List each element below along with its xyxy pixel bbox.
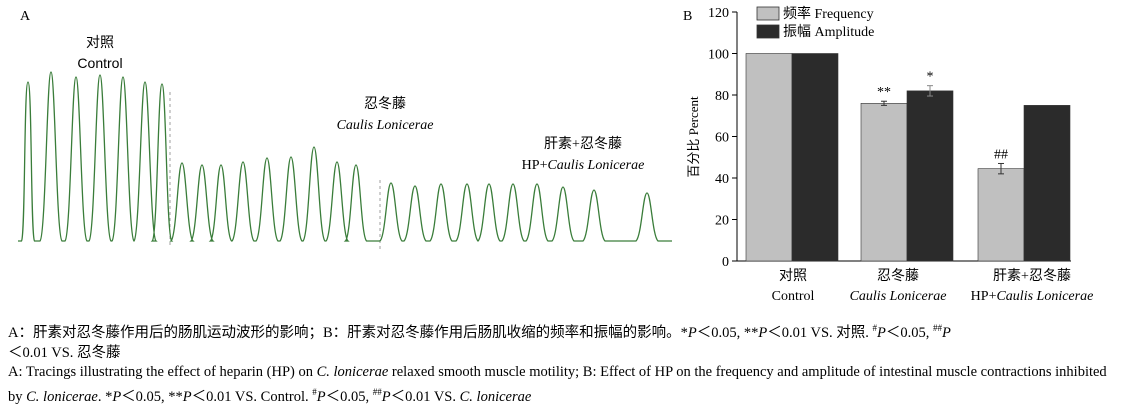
caption-cn-p: P (687, 324, 697, 341)
caption-cn-part: A：肝素对忍冬藤作用后的肠肌运动波形的影响；B：肝素对忍冬藤作用后肠肌收缩的频率… (8, 324, 688, 341)
x-label-control-en: Control (772, 289, 815, 304)
legend: 频率 Frequency 振幅 Amplitude (756, 5, 874, 40)
bar-amplitude (791, 53, 839, 262)
bar-amplitude (1023, 105, 1071, 262)
y-tick-label: 20 (715, 214, 729, 229)
segment-control-cn: 对照 (86, 35, 114, 51)
x-label-control-cn: 对照 (779, 268, 807, 284)
x-label-hp-en: HP+Caulis Lonicerae (971, 289, 1094, 304)
panel-a-label: A (20, 9, 31, 24)
caption-cn-p: P (942, 324, 951, 341)
caption-en-part: A: Tracings illustrating the effect of h… (8, 364, 317, 380)
y-tick-label: 40 (715, 172, 729, 187)
y-tick-label: 80 (715, 89, 729, 104)
segment-caulis-cn: 忍冬藤 (364, 96, 406, 112)
caption-en-part: ＜0.05, ** (121, 388, 183, 405)
caption-cn-hash: # (872, 323, 878, 333)
caption-en-part: ＜0.01 VS. Control. (191, 388, 313, 405)
caption-en-species: C. lonicerae (26, 388, 98, 405)
caption-en-p: P (316, 388, 326, 405)
x-label-hp-cn: 肝素+忍冬藤 (993, 268, 1071, 284)
bar-amplitude (906, 90, 954, 262)
bar-frequency (977, 168, 1025, 262)
figure: A 对照 Control 忍冬藤 Caulis Lonicerae 肝素+忍冬藤… (18, 5, 1093, 304)
segment-hp-en: HP+Caulis Lonicerae (522, 158, 645, 173)
y-tick-label: 100 (708, 48, 729, 63)
caption-en-species: C. lonicerae (316, 364, 389, 380)
panel-a: A 对照 Control 忍冬藤 Caulis Lonicerae 肝素+忍冬藤… (18, 9, 672, 250)
caption-en-part: relaxed smooth muscle motility; B: Effec… (8, 364, 1107, 405)
bars: ** ## * (745, 53, 1071, 262)
segment-hp-en-name: Caulis Lonicerae (547, 158, 644, 173)
segment-hp-en-prefix: HP+ (522, 158, 548, 173)
x-label-hp-en-name: Caulis Lonicerae (996, 289, 1093, 304)
caption-chinese: A：肝素对忍冬藤作用后的肠肌运动波形的影响；B：肝素对忍冬藤作用后肠肌收缩的频率… (8, 318, 1118, 363)
caption-cn-hash: ## (933, 323, 942, 333)
caption-en-p: P (112, 388, 122, 405)
legend-swatch-amplitude (756, 24, 780, 39)
caption-en-part: ＜0.01 VS. (390, 388, 460, 405)
segment-hp-cn: 肝素+忍冬藤 (544, 136, 622, 152)
significance-label: * (927, 70, 934, 85)
caption-en-p: P (182, 388, 192, 405)
legend-label-frequency: 频率 Frequency (783, 5, 874, 22)
muscle-motility-trace (18, 71, 672, 242)
caption-en-species: C. lonicerae (459, 388, 532, 405)
x-label-caulis-en: Caulis Lonicerae (850, 289, 947, 304)
bar-frequency (745, 53, 793, 262)
x-label-caulis-cn: 忍冬藤 (877, 268, 919, 284)
x-label-hp-en-prefix: HP+ (971, 289, 997, 304)
significance-label: ** (877, 85, 891, 100)
legend-label-amplitude: 振幅 Amplitude (783, 24, 874, 40)
legend-swatch-frequency (756, 6, 780, 21)
y-axis-label: 百分比 Percent (686, 96, 701, 178)
y-tick-label: 0 (722, 255, 729, 270)
segment-control-en: Control (77, 55, 122, 71)
segment-caulis-en: Caulis Lonicerae (337, 118, 434, 133)
caption-en-p: P (381, 388, 391, 405)
y-tick-label: 60 (715, 131, 729, 146)
caption-english: A: Tracings illustrating the effect of h… (8, 362, 1118, 407)
caption-cn-part: ＜0.01 VS. 对照. (767, 324, 873, 341)
caption-cn-p: P (758, 324, 768, 341)
caption-cn-part: ＜0.01 VS. 忍冬藤 (8, 344, 121, 361)
caption-en-hash: ## (372, 387, 382, 397)
panel-b: B 0 20 40 60 80 100 120 百分比 Percent ** ## * 对照 C… (683, 5, 1093, 304)
caption-cn-part: ＜0.05, ** (696, 324, 759, 341)
caption-en-part: . * (97, 388, 113, 405)
panel-b-label: B (683, 9, 692, 24)
caption-cn-p: P (877, 324, 886, 341)
bar-frequency (860, 103, 908, 262)
caption-en-part: ＜0.05, (325, 388, 373, 405)
caption-en-hash: # (312, 387, 317, 397)
significance-label: ## (994, 147, 1008, 162)
x-axis-labels: 对照 Control 忍冬藤 Caulis Lonicerae 肝素+忍冬藤 H… (772, 268, 1094, 304)
y-tick-label: 120 (708, 6, 729, 21)
caption-cn-part: ＜0.05, (885, 324, 933, 341)
